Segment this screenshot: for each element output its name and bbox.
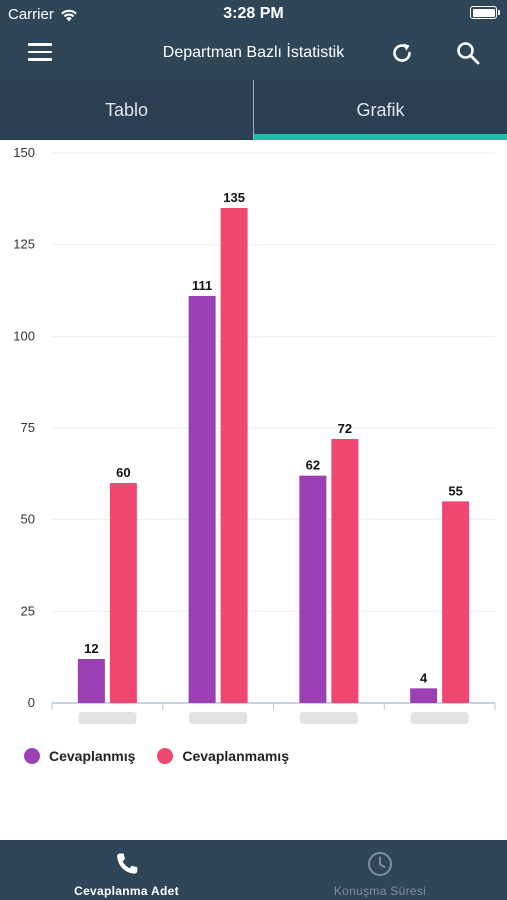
bar-value-label: 60 bbox=[116, 465, 130, 480]
nav-bar: Departman Bazlı İstatistik bbox=[0, 28, 507, 80]
phone-icon bbox=[116, 853, 137, 874]
bar-value-label: 62 bbox=[306, 458, 320, 473]
status-bar: Carrier 3:28 PM bbox=[0, 0, 507, 28]
battery-icon bbox=[470, 6, 500, 19]
tab-chart[interactable]: Grafik bbox=[253, 80, 507, 140]
x-category-label-redacted bbox=[189, 712, 248, 724]
search-icon[interactable] bbox=[455, 40, 481, 66]
bar-chart-svg: 0 25 50 75 100 125 150 12 60 111 135 62 72 4 55 bbox=[13, 145, 496, 724]
carrier-label: Carrier bbox=[8, 6, 54, 23]
bottom-tab-answer-count-label: Cevaplanma Adet bbox=[74, 884, 179, 898]
legend-item-unanswered: Cevaplanmamış bbox=[157, 748, 289, 764]
bar bbox=[331, 439, 359, 703]
legend-label-answered: Cevaplanmış bbox=[49, 748, 136, 764]
bottom-tab-call-duration[interactable]: Konuşma Süresi bbox=[253, 840, 507, 900]
bar-value-label: 4 bbox=[420, 670, 428, 685]
page-title: Departman Bazlı İstatistik bbox=[162, 44, 345, 61]
status-time: 3:28 PM bbox=[223, 5, 284, 22]
x-category-label-redacted bbox=[299, 712, 358, 724]
refresh-icon[interactable] bbox=[389, 40, 415, 66]
bar bbox=[109, 483, 137, 703]
chart-legend: Cevaplanmış Cevaplanmamış bbox=[24, 748, 289, 764]
carrier-indicator: Carrier bbox=[8, 6, 78, 23]
clock-icon bbox=[368, 852, 392, 876]
bar bbox=[188, 296, 216, 703]
y-tick-label: 50 bbox=[21, 512, 35, 527]
battery-fill bbox=[472, 8, 495, 17]
bar-value-label: 12 bbox=[84, 641, 98, 656]
tab-table[interactable]: Tablo bbox=[0, 80, 253, 140]
bar-value-label: 72 bbox=[338, 421, 352, 436]
bar bbox=[77, 659, 105, 703]
legend-swatch-unanswered bbox=[157, 748, 174, 764]
y-tick-label: 100 bbox=[13, 328, 35, 343]
y-tick-label: 75 bbox=[21, 420, 35, 435]
y-tick-label: 25 bbox=[21, 603, 35, 618]
bottom-tab-bar: Cevaplanma Adet Konuşma Süresi bbox=[0, 840, 507, 900]
bottom-tab-answer-count[interactable]: Cevaplanma Adet bbox=[0, 840, 253, 900]
bar-value-label: 55 bbox=[448, 483, 462, 498]
view-tabs: Tablo Grafik bbox=[0, 80, 507, 140]
legend-swatch-answered bbox=[24, 748, 40, 764]
y-tick-label: 125 bbox=[13, 237, 35, 252]
bar bbox=[299, 475, 327, 703]
bottom-tab-call-duration-label: Konuşma Süresi bbox=[333, 884, 427, 898]
bar-value-label: 111 bbox=[192, 278, 212, 293]
bar-chart: 0 25 50 75 100 125 150 12 60 111 135 62 72 4 55 bbox=[0, 140, 507, 760]
tab-chart-label: Grafik bbox=[356, 99, 405, 120]
x-category-label-redacted bbox=[410, 712, 469, 724]
legend-label-unanswered: Cevaplanmamış bbox=[182, 748, 289, 764]
y-tick-label: 150 bbox=[13, 145, 35, 160]
bar bbox=[410, 688, 438, 703]
legend-item-answered: Cevaplanmış bbox=[24, 748, 135, 764]
wifi-icon bbox=[61, 9, 77, 21]
bar bbox=[220, 208, 248, 703]
bar-value-label: 135 bbox=[223, 190, 245, 205]
battery-tip bbox=[498, 10, 500, 15]
y-tick-label: 0 bbox=[28, 695, 35, 710]
x-category-label-redacted bbox=[78, 712, 137, 724]
hamburger-menu-icon[interactable] bbox=[28, 42, 52, 62]
app-header: Carrier 3:28 PM Departman Bazlı İstatist… bbox=[0, 0, 507, 80]
bar bbox=[442, 501, 470, 703]
tab-table-label: Tablo bbox=[104, 99, 149, 120]
